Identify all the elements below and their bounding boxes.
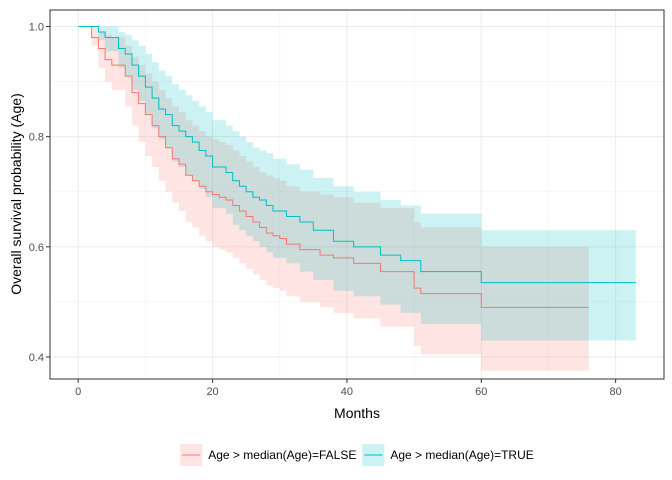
legend: Age > median(Age)=FALSE Age > median(Age)… bbox=[180, 444, 534, 466]
y-tick-label: 0.8 bbox=[29, 132, 44, 144]
survival-lines bbox=[78, 26, 636, 308]
legend-label: Age > median(Age)=TRUE bbox=[390, 448, 533, 462]
confidence-band-age-median-age-true bbox=[78, 26, 636, 341]
x-tick-label: 60 bbox=[475, 386, 487, 398]
x-tick-label: 40 bbox=[341, 386, 353, 398]
plot-panel-border bbox=[49, 9, 665, 380]
legend-label: Age > median(Age)=FALSE bbox=[208, 448, 356, 462]
legend-item-age-median-age-false: Age > median(Age)=FALSE bbox=[180, 444, 356, 466]
x-axis-title: Months bbox=[334, 405, 380, 421]
survival-line-age-median-age-true bbox=[78, 26, 636, 284]
confidence-bands bbox=[78, 26, 636, 371]
legend-item-age-median-age-true: Age > median(Age)=TRUE bbox=[362, 444, 534, 466]
y-axis-title: Overall survival probability (Age) bbox=[8, 93, 24, 295]
y-tick-label: 0.6 bbox=[29, 242, 44, 254]
x-tick-label: 20 bbox=[206, 386, 218, 398]
survival-line-age-median-age-false bbox=[78, 26, 589, 308]
y-tick-label: 1.0 bbox=[29, 22, 44, 34]
axis-ticks: 0 20 40 60 80 0.4 0.6 0.8 1.0 bbox=[29, 22, 622, 398]
x-tick-label: 0 bbox=[75, 386, 81, 398]
confidence-band-age-median-age-false bbox=[78, 26, 589, 371]
y-tick-label: 0.4 bbox=[29, 352, 44, 364]
x-tick-label: 80 bbox=[610, 386, 622, 398]
